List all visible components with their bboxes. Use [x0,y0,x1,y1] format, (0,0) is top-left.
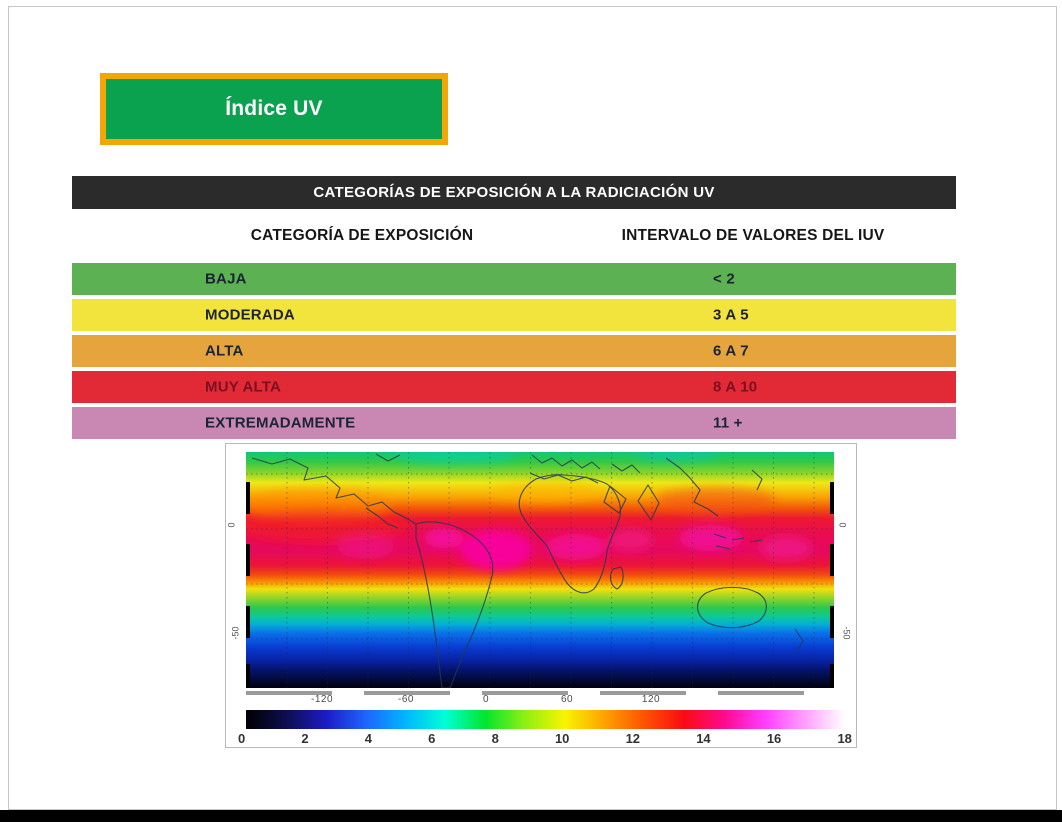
row-label: MUY ALTA [205,378,282,396]
table-row: MUY ALTA 8 A 10 [72,371,956,403]
row-value: 11 + [713,414,743,432]
x-axis-line [246,691,834,695]
coastlines [251,453,804,688]
x-tick-label: -120 [310,694,334,705]
y-tick-label: -50 [841,626,852,640]
y-tick-label: -50 [230,626,241,640]
colorbar-tick: 18 [837,731,852,746]
colorbar-tick: 0 [238,731,246,746]
colorbar-tick: 10 [554,731,570,746]
column-header-categoria: CATEGORÍA DE EXPOSICIÓN [250,227,474,244]
table-row: EXTREMADAMENTE 11 + [72,407,956,439]
colorbar-tick: 14 [696,731,711,746]
colorbar-tick: 6 [428,731,436,746]
title-box: Índice UV [100,73,448,145]
x-tick-label: -60 [398,694,414,705]
y-tick-label: 0 [837,522,848,528]
table-row: MODERADA 3 A 5 [72,299,956,331]
x-tick-label: 60 [560,694,574,705]
table-row: ALTA 6 A 7 [72,335,956,367]
row-value: 6 A 7 [713,342,749,360]
colorbar-tick: 12 [625,731,641,746]
uv-heatmap-plot [246,452,834,688]
row-value: 8 A 10 [713,378,758,396]
x-tick-label: 120 [641,694,661,705]
uv-world-map-figure: -120 -60 0 60 120 0 -50 0 -50 0 2 4 6 8 … [225,443,857,748]
colorbar-tick: 16 [766,731,782,746]
x-tick-label: 0 [482,694,490,705]
colorbar-tick: 8 [491,731,499,746]
row-label: MODERADA [205,306,295,324]
uv-heatmap-svg [246,452,834,688]
row-label: ALTA [205,342,244,360]
row-label: BAJA [205,270,247,288]
colorbar [246,710,844,729]
row-label: EXTREMADAMENTE [205,414,356,432]
grid-lines [246,452,834,688]
colorbar-labels: 0 2 4 6 8 10 12 14 16 18 [238,731,852,746]
row-value: 3 A 5 [713,306,749,324]
uv-hotspot-blobs [246,452,812,570]
table-title: CATEGORÍAS DE EXPOSICIÓN A LA RADICIACIÓ… [313,184,715,201]
edge-tick-marks [246,482,834,688]
colorbar-tick: 4 [364,731,373,746]
table-title-bar: CATEGORÍAS DE EXPOSICIÓN A LA RADICIACIÓ… [72,176,956,209]
table-column-headers: CATEGORÍA DE EXPOSICIÓN INTERVALO DE VAL… [72,209,956,263]
column-header-intervalo: INTERVALO DE VALORES DEL IUV [621,227,885,244]
slide-footer-bar [0,810,1062,822]
table-row: BAJA < 2 [72,263,956,295]
uv-categories-table: CATEGORÍAS DE EXPOSICIÓN A LA RADICIACIÓ… [72,176,956,443]
page-title: Índice UV [225,97,323,120]
y-tick-label: 0 [226,522,237,528]
row-value: < 2 [713,270,735,288]
colorbar-tick: 2 [301,731,309,746]
